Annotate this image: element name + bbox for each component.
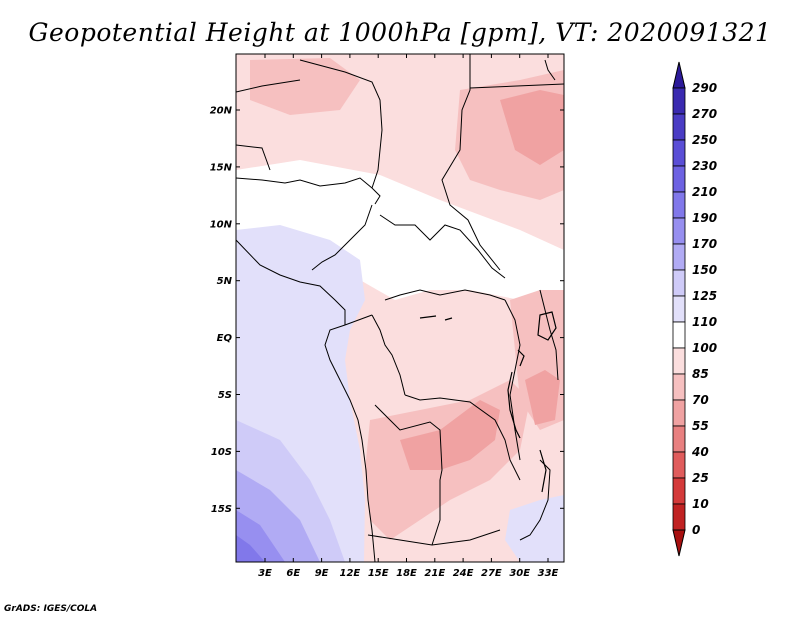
colorbar-swatch [672, 243, 686, 271]
border-chad-sudan [441, 54, 501, 271]
colorbar-top-arrow [672, 61, 686, 89]
lon-label: 9E [315, 568, 329, 579]
lakes [419, 311, 557, 493]
border-car-north [379, 214, 506, 279]
lat-label: 15N [210, 162, 233, 173]
border-angola [374, 404, 443, 546]
lon-label: 33E [538, 568, 559, 579]
colorbar-swatch [672, 321, 686, 349]
colorbar-swatch [672, 113, 686, 141]
colorbar-label: 170 [692, 237, 717, 251]
colorbar-label: 40 [691, 445, 709, 459]
border-congo [371, 314, 406, 396]
border-namibia [367, 529, 501, 546]
colorbar-label: 0 [692, 523, 700, 537]
field-patch-southwest-blue-darkest [236, 535, 265, 562]
border-sahel [236, 177, 381, 205]
coast-west-central [324, 324, 376, 562]
colorbar-label: 210 [692, 185, 717, 199]
lake-victoria [537, 311, 557, 341]
latitude-labels: 20N 15N 10N 5N EQ 5S 10S 15S [210, 106, 233, 515]
colorbar-label: 190 [692, 211, 717, 225]
colorbar-label: 55 [692, 419, 709, 433]
lon-label: 18E [396, 568, 417, 579]
lake-malawi [539, 449, 547, 493]
longitude-labels: 3E 6E 9E 12E 15E 18E 21E 24E 27E 30E 33E [258, 568, 558, 579]
coast-red-sea [544, 59, 556, 81]
colorbar-label: 25 [692, 471, 709, 485]
colorbar-swatch [672, 451, 686, 479]
footer-credit: GrADS: IGES/COLA [4, 604, 98, 614]
lake-kivu [517, 349, 525, 367]
colorbar-label: 70 [692, 393, 709, 407]
lon-label: 6E [286, 568, 300, 579]
colorbar-swatch [672, 295, 686, 323]
border-nigeria-cameroon [311, 204, 373, 271]
height-field [236, 54, 564, 562]
colorbar-label: 250 [692, 133, 717, 147]
chart-title: Geopotential Height at 1000hPa [gpm], VT… [28, 18, 772, 47]
river-congo-marks [419, 315, 453, 321]
lon-label: 30E [509, 568, 530, 579]
border-great-lakes [504, 299, 521, 461]
colorbar-swatch [672, 139, 686, 167]
colorbar-label: 125 [692, 289, 717, 303]
colorbar-swatch [672, 165, 686, 193]
lat-label: 20N [210, 106, 233, 117]
colorbar-swatch [672, 477, 686, 505]
colorbar-label: 230 [692, 159, 717, 173]
lat-label: 15S [211, 504, 232, 515]
colorbar-swatch [672, 269, 686, 297]
colorbar-swatch [672, 373, 686, 401]
colorbar-label: 10 [692, 497, 709, 511]
country-borders [236, 54, 564, 562]
field-patch-east-dark [525, 370, 560, 425]
border-mozambique [519, 459, 551, 541]
lat-label: 10S [211, 447, 232, 458]
colorbar-label: 110 [692, 315, 717, 329]
lat-label: 5N [217, 276, 233, 287]
lon-label: 12E [340, 568, 361, 579]
field-patch-northwest [250, 58, 360, 115]
border-egypt-sudan [469, 83, 564, 89]
lake-tanganyika [507, 371, 521, 439]
colorbar-swatch [672, 217, 686, 245]
lon-label: 3E [258, 568, 272, 579]
border-mali-algeria [236, 79, 301, 93]
field-patch-northeast-dark [500, 90, 564, 165]
map-frame [235, 53, 565, 563]
colorbar-bottom-arrow [672, 529, 686, 557]
lat-label: 10N [210, 219, 233, 230]
colorbar-label: 85 [692, 367, 709, 381]
colorbar-label: 270 [692, 107, 717, 121]
lat-label: 5S [218, 390, 232, 401]
colorbar-swatch [672, 399, 686, 427]
colorbar-label: 100 [692, 341, 717, 355]
border-niger-chad [299, 59, 383, 189]
axis-ticks [236, 54, 564, 562]
border-mali [236, 144, 271, 171]
lon-label: 21E [424, 568, 445, 579]
lon-label: 15E [368, 568, 389, 579]
border-gabon [344, 314, 373, 326]
field-patch-south-dark [400, 400, 500, 470]
colorbar-label: 290 [692, 81, 717, 95]
lon-label: 27E [481, 568, 502, 579]
colorbar-swatch [672, 87, 686, 115]
lon-label: 24E [453, 568, 474, 579]
colorbar: 2902702502302101901701501251101008570554… [672, 61, 717, 557]
border-uganda-kenya [539, 289, 559, 381]
border-car-south [384, 289, 506, 301]
colorbar-swatch [672, 503, 686, 531]
colorbar-swatch [672, 347, 686, 375]
border-drc-south [404, 394, 521, 481]
colorbar-label: 150 [692, 263, 717, 277]
coast-gulf-of-guinea [236, 239, 346, 325]
colorbar-swatch [672, 191, 686, 219]
lat-label: EQ [217, 333, 233, 344]
colorbar-swatch [672, 425, 686, 453]
